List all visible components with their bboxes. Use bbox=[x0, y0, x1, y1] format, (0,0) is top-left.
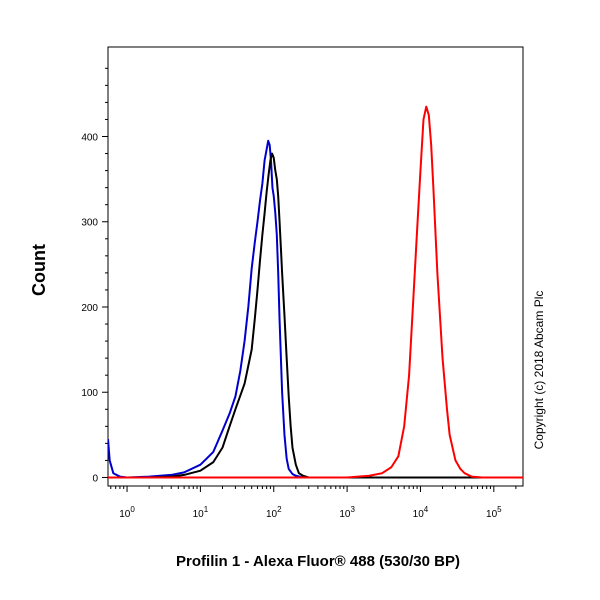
plot-frame bbox=[107, 46, 524, 487]
x-tick-exponent: 0 bbox=[130, 505, 135, 514]
x-axis: 100 101 102 103 104 105 bbox=[110, 486, 517, 520]
x-axis-title: Profilin 1 - Alexa Fluor® 488 (530/30 BP… bbox=[176, 553, 460, 570]
y-tick-label: 400 bbox=[81, 133, 98, 144]
x-tick-exponent: 2 bbox=[277, 505, 282, 514]
y-tick-label: 200 bbox=[81, 303, 98, 314]
y-axis-title: Count bbox=[29, 244, 49, 296]
x-tick-base: 10 bbox=[486, 509, 498, 520]
y-tick-label: 0 bbox=[92, 473, 98, 484]
x-tick-label: 100 bbox=[119, 505, 135, 520]
x-tick-base: 10 bbox=[119, 509, 131, 520]
copyright-annotation: Copyright (c) 2018 Abcam Plc bbox=[532, 291, 546, 450]
series-layer bbox=[108, 105, 523, 479]
series-line-1 bbox=[108, 139, 523, 479]
y-axis: 0 100 200 300 400 bbox=[81, 67, 108, 484]
series-line-2 bbox=[108, 152, 523, 479]
x-tick-exponent: 3 bbox=[350, 505, 355, 514]
x-tick-exponent: 1 bbox=[204, 505, 209, 514]
x-tick-label: 101 bbox=[193, 505, 209, 520]
x-tick-exponent: 4 bbox=[424, 505, 429, 514]
x-tick-base: 10 bbox=[339, 509, 351, 520]
y-tick-label: 300 bbox=[81, 218, 98, 229]
x-tick-base: 10 bbox=[193, 509, 205, 520]
y-tick-label: 100 bbox=[81, 388, 98, 399]
x-tick-base: 10 bbox=[266, 509, 278, 520]
x-tick-exponent: 5 bbox=[497, 505, 502, 514]
x-tick-label: 102 bbox=[266, 505, 282, 520]
x-tick-label: 105 bbox=[486, 505, 502, 520]
x-tick-label: 104 bbox=[413, 505, 429, 520]
series-line-3 bbox=[108, 105, 523, 479]
x-tick-base: 10 bbox=[413, 509, 425, 520]
x-tick-label: 103 bbox=[339, 505, 355, 520]
